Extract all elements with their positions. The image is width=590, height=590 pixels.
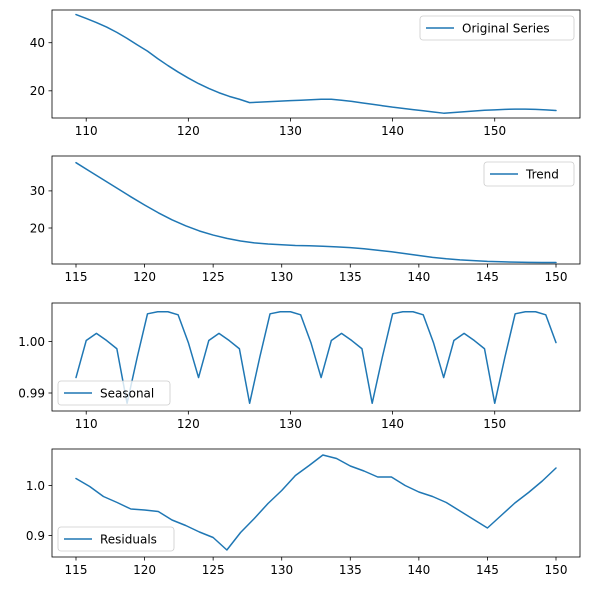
residuals-x-tick-label: 120 [133, 563, 156, 577]
panel-trend: 115 120 125 130 135 140 145 150 20 30 Trend [30, 155, 581, 284]
residuals-axes-frame [51, 448, 581, 558]
trend-x-tick-label: 145 [476, 270, 499, 284]
residuals-x-tick-label: 140 [407, 563, 430, 577]
original-legend-box [419, 15, 575, 41]
seasonal-legend-label: Seasonal [100, 386, 154, 400]
residuals-x-tick-label: 115 [65, 563, 88, 577]
trend-axes-frame [51, 155, 581, 265]
seasonal-series-line [75, 310, 557, 405]
original-y-tick-label: 20 [30, 84, 45, 98]
seasonal-y-tick-label: 1.00 [18, 335, 45, 349]
trend-x-tick-label: 150 [545, 270, 568, 284]
trend-x-tick-label: 115 [65, 270, 88, 284]
trend-x-tick-label: 125 [202, 270, 225, 284]
seasonal-x-tick-label: 110 [75, 417, 98, 431]
original-legend: Original Series [419, 15, 575, 41]
trend-legend-label: Trend [525, 167, 559, 181]
residuals-legend-box [57, 526, 175, 552]
residuals-series-line [75, 454, 557, 551]
trend-series-line [75, 161, 557, 264]
original-x-tick-label: 140 [381, 124, 404, 138]
original-axes-frame [51, 9, 581, 119]
original-x-tick-label: 150 [483, 124, 506, 138]
trend-x-tick-label: 130 [270, 270, 293, 284]
seasonal-x-tick-label: 150 [483, 417, 506, 431]
trend-x-tick-label: 140 [407, 270, 430, 284]
residuals-x-tick-label: 145 [476, 563, 499, 577]
seasonal-x-tick-label: 130 [279, 417, 302, 431]
trend-legend: Trend [483, 161, 575, 187]
trend-legend-box [483, 161, 575, 187]
trend-y-tick-label: 20 [30, 221, 45, 235]
residuals-legend: Residuals [57, 526, 175, 552]
residuals-x-tick-label: 150 [545, 563, 568, 577]
panel-residuals: 115 120 125 130 135 140 145 150 0.9 1.0 Residuals [26, 448, 581, 577]
panel-original: 110 120 130 140 150 20 40 Original Series [30, 9, 581, 138]
residuals-x-tick-label: 135 [339, 563, 362, 577]
original-y-tick-label: 40 [30, 36, 45, 50]
original-x-tick-label: 130 [279, 124, 302, 138]
trend-y-tick-label: 30 [30, 184, 45, 198]
seasonal-axes-frame [51, 302, 581, 412]
seasonal-legend-box [57, 380, 171, 406]
seasonal-y-tick-label: 0.99 [18, 386, 45, 400]
trend-x-tick-label: 135 [339, 270, 362, 284]
residuals-legend-label: Residuals [100, 532, 157, 546]
original-legend-label: Original Series [462, 21, 550, 35]
original-series-line [75, 13, 557, 114]
original-x-tick-label: 120 [177, 124, 200, 138]
seasonal-x-tick-label: 140 [381, 417, 404, 431]
residuals-x-tick-label: 130 [270, 563, 293, 577]
trend-x-tick-label: 120 [133, 270, 156, 284]
seasonal-x-tick-label: 120 [177, 417, 200, 431]
seasonal-legend: Seasonal [57, 380, 171, 406]
residuals-x-tick-label: 125 [202, 563, 225, 577]
original-x-tick-label: 110 [75, 124, 98, 138]
panel-seasonal: 110 120 130 140 150 0.99 1.00 Seasonal [18, 302, 581, 431]
residuals-y-tick-label: 1.0 [26, 479, 45, 493]
residuals-y-tick-label: 0.9 [26, 529, 45, 543]
